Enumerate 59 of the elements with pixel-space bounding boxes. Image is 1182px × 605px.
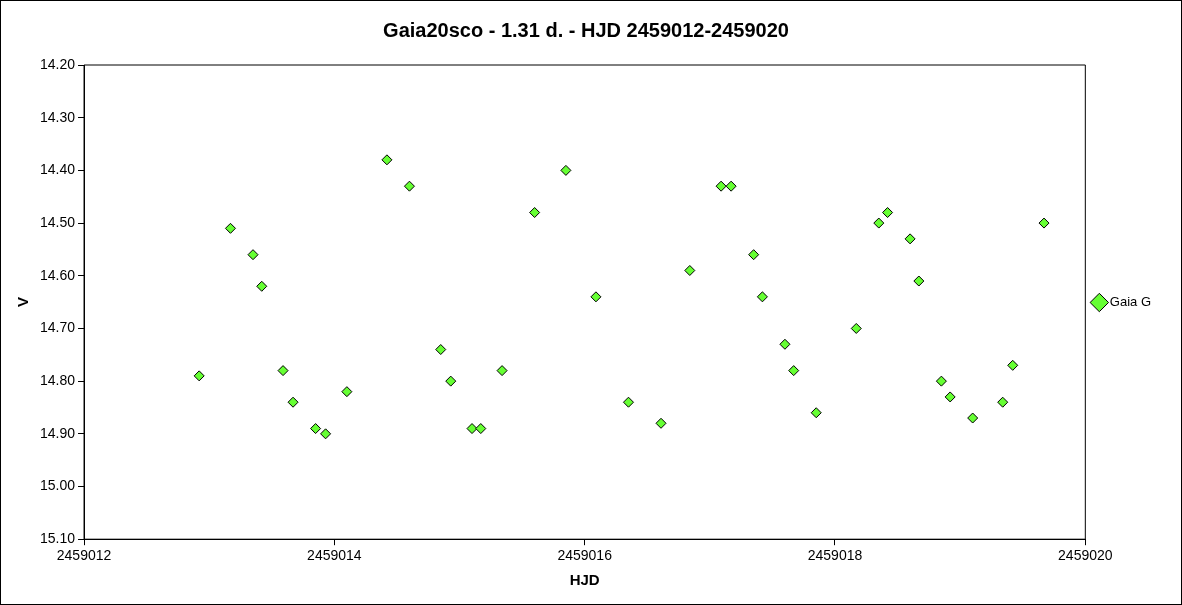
point bbox=[622, 396, 634, 408]
point bbox=[944, 391, 956, 403]
point bbox=[247, 249, 259, 261]
point bbox=[590, 291, 602, 303]
x-tick-label: 2459012 bbox=[56, 547, 112, 564]
point bbox=[1007, 359, 1019, 371]
y-tick-label: 15.00 bbox=[39, 477, 76, 494]
y-tick-label: 14.80 bbox=[39, 371, 76, 388]
point bbox=[756, 291, 768, 303]
point bbox=[277, 365, 289, 377]
point bbox=[850, 322, 862, 334]
point bbox=[381, 154, 393, 166]
point bbox=[715, 180, 727, 192]
point bbox=[904, 233, 916, 245]
x-tick-label: 2459018 bbox=[807, 547, 863, 564]
point bbox=[496, 365, 508, 377]
point bbox=[341, 386, 353, 398]
y-tick-label: 14.90 bbox=[39, 424, 76, 441]
point bbox=[445, 375, 457, 387]
x-tick-label: 2459016 bbox=[557, 547, 613, 564]
x-tick-label: 2459014 bbox=[307, 547, 362, 564]
point bbox=[935, 375, 947, 387]
point bbox=[748, 249, 760, 261]
point bbox=[475, 423, 487, 435]
point bbox=[997, 396, 1009, 408]
y-tick-label: 15.10 bbox=[39, 530, 76, 547]
point bbox=[287, 396, 299, 408]
point bbox=[466, 423, 478, 435]
point bbox=[810, 407, 822, 419]
y-tick-label: 14.30 bbox=[39, 108, 76, 125]
point bbox=[193, 370, 205, 382]
point bbox=[560, 164, 572, 176]
legend-label: Gaia G bbox=[1109, 294, 1151, 310]
point bbox=[403, 180, 415, 192]
y-tick-label: 14.60 bbox=[39, 266, 76, 283]
point bbox=[320, 428, 332, 440]
point bbox=[788, 365, 800, 377]
y-tick-label: 14.40 bbox=[39, 161, 76, 178]
x-tick-label: 2459020 bbox=[1058, 547, 1113, 564]
point bbox=[684, 264, 696, 276]
point bbox=[435, 344, 447, 356]
y-tick-label: 14.70 bbox=[39, 319, 76, 336]
point bbox=[882, 207, 894, 219]
point bbox=[779, 338, 791, 350]
point bbox=[725, 180, 737, 192]
point bbox=[913, 275, 925, 287]
y-tick-label: 14.50 bbox=[39, 213, 76, 230]
point bbox=[873, 217, 885, 229]
y-axis-title: V bbox=[14, 297, 32, 308]
point bbox=[529, 207, 541, 219]
point bbox=[310, 423, 322, 435]
point bbox=[655, 417, 667, 429]
y-tick-label: 14.20 bbox=[39, 55, 76, 72]
point bbox=[224, 222, 236, 234]
point bbox=[1038, 217, 1050, 229]
chart-title: Gaia20sco - 1.31 d. - HJD 2459012-2459020 bbox=[383, 18, 789, 41]
x-axis-title: HJD bbox=[569, 571, 600, 589]
point bbox=[967, 412, 979, 424]
point bbox=[256, 280, 268, 292]
